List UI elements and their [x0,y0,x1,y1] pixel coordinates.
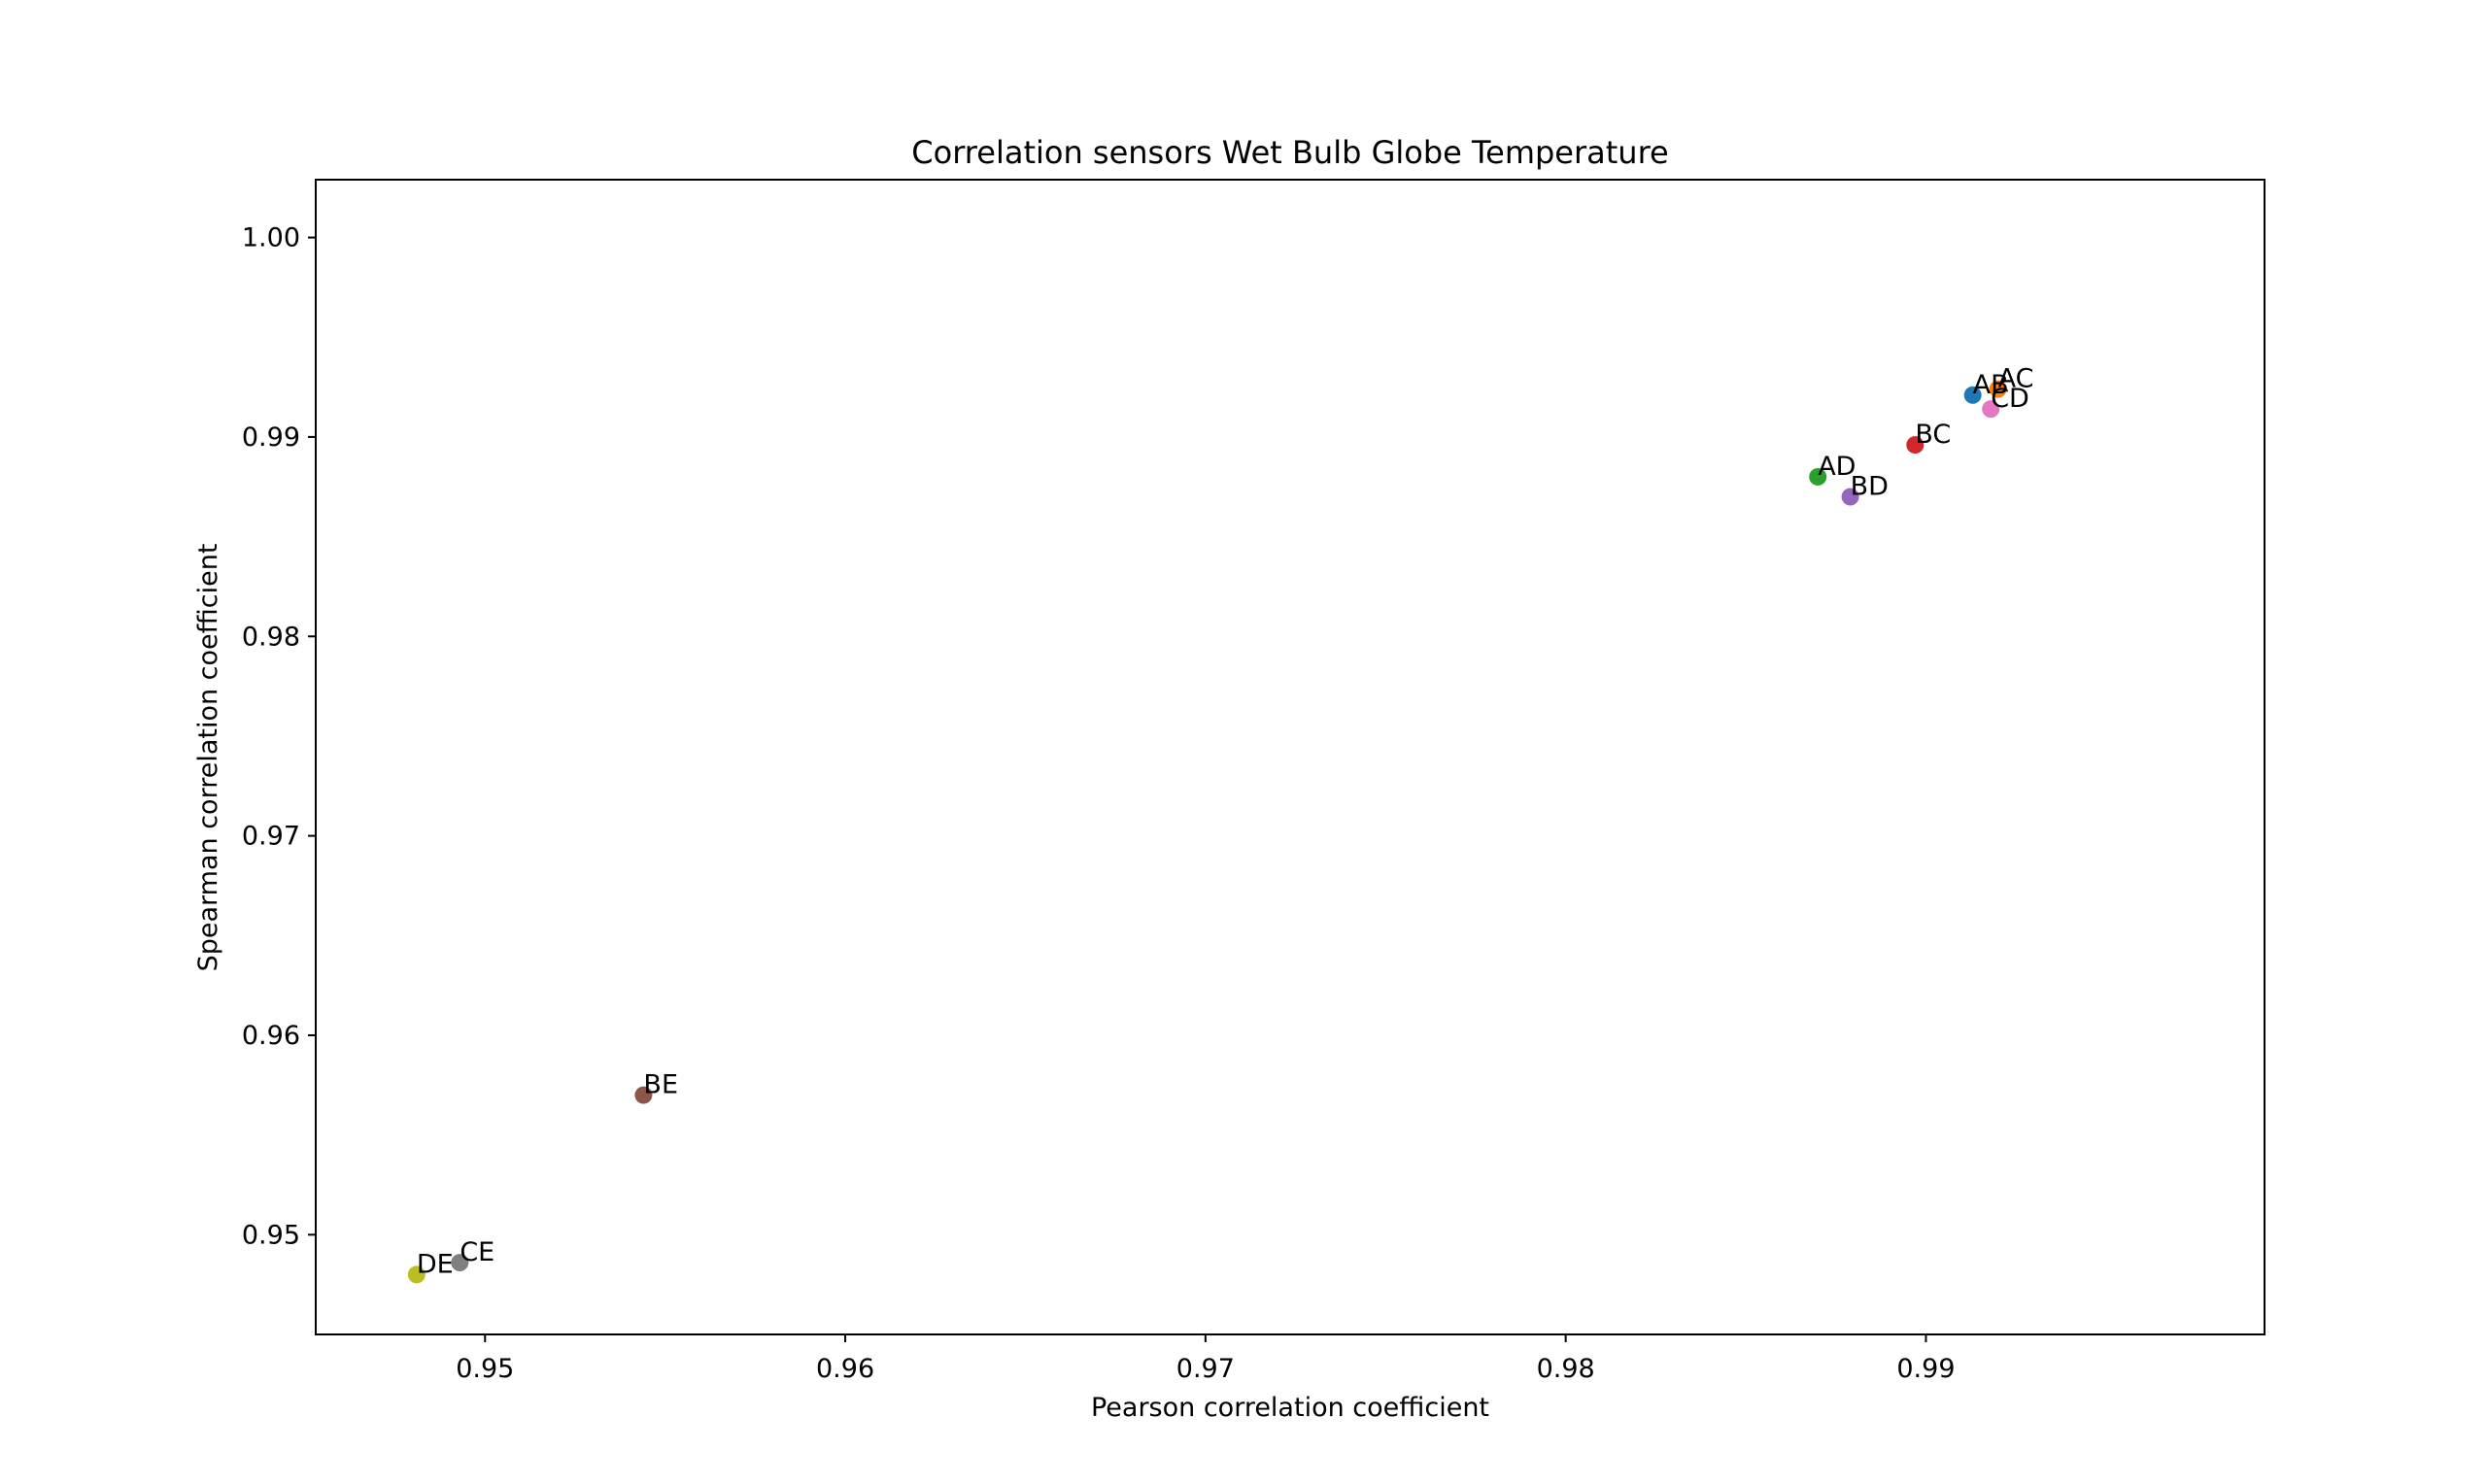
x-tick-label: 0.96 [816,1354,874,1384]
x-axis-label: Pearson correlation coefficient [1091,1393,1489,1423]
x-tick-label: 0.97 [1176,1354,1235,1384]
data-point-label-ad: AD [1818,452,1856,482]
data-point-label-bc: BC [1915,420,1951,450]
x-axis-ticks: 0.95 0.96 0.97 0.98 0.99 [456,1334,1956,1384]
y-tick-label: 0.97 [242,822,300,852]
data-point-cd [1982,400,2000,419]
y-tick-label: 0.98 [242,622,300,652]
y-tick-label: 0.99 [242,422,300,453]
y-tick-label: 1.00 [242,223,300,253]
y-axis-label: Spearman correlation coefficient [193,544,223,972]
x-tick-label: 0.95 [456,1354,514,1384]
x-tick-label: 0.99 [1896,1354,1955,1384]
data-point-label-ac: AC [1998,364,2034,394]
y-tick-label: 0.96 [242,1021,300,1051]
data-point-ab [1963,386,1982,404]
data-point-label-be: BE [643,1070,678,1100]
data-point-label-de: DE [417,1249,454,1279]
data-point-label-bd: BD [1851,472,1889,502]
data-point-ce [451,1254,469,1272]
data-point-label-ab: AB [1973,370,2009,400]
y-tick-label: 0.95 [242,1220,300,1250]
data-point-ad [1809,467,1827,486]
data-point-ac [1989,380,2007,398]
x-tick-label: 0.98 [1537,1354,1595,1384]
data-point-be [634,1086,653,1104]
chart-title: Correlation sensors Wet Bulb Globe Tempe… [911,134,1668,171]
y-axis-ticks: 0.95 0.96 0.97 0.98 0.99 1.00 [242,223,316,1250]
data-point-label-cd: CD [1991,384,2029,414]
data-point-bc [1906,436,1925,455]
data-point-label-ce: CE [460,1237,494,1267]
plot-area-frame [315,179,2266,1335]
data-point-bd [1841,488,1859,506]
data-point-de [407,1265,426,1284]
